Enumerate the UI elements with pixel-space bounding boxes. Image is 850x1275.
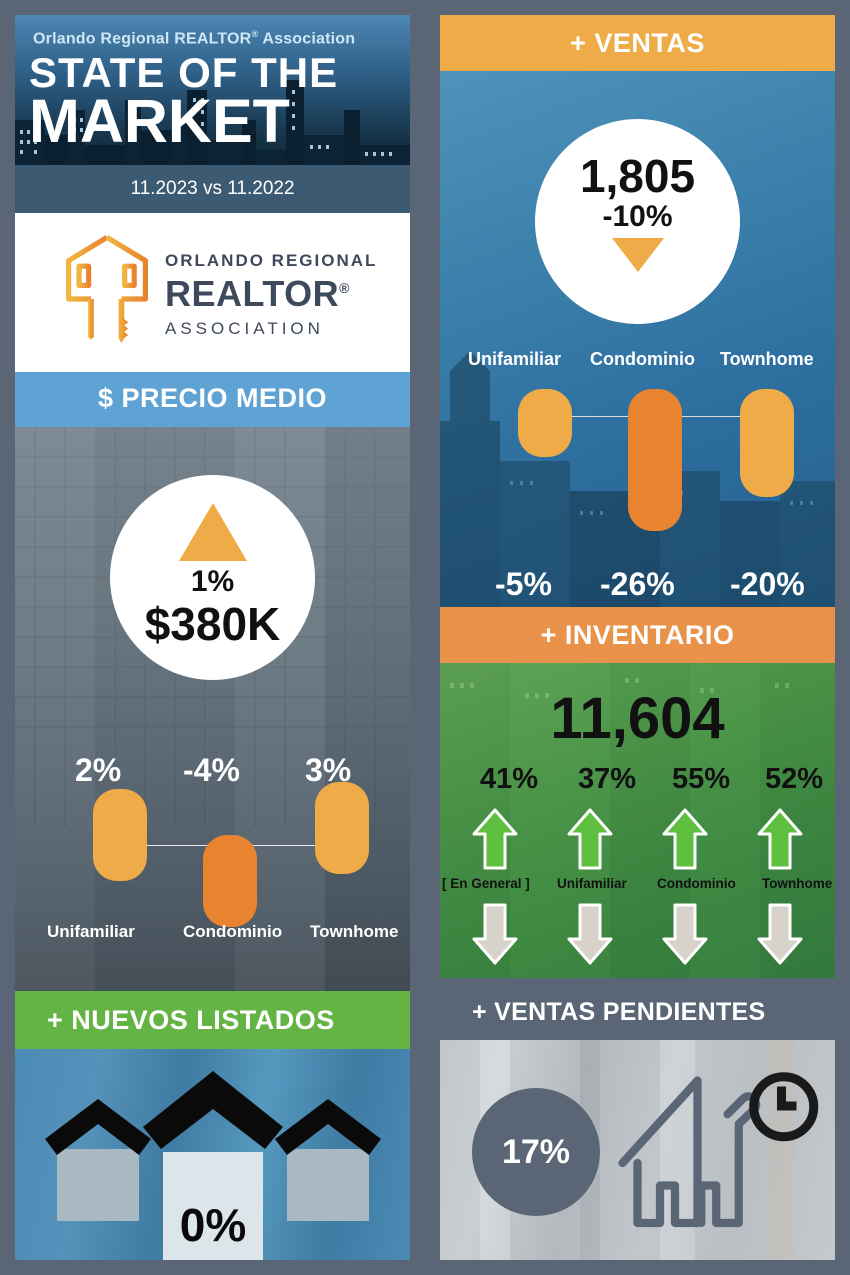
svg-text:0%: 0% — [180, 1199, 246, 1251]
